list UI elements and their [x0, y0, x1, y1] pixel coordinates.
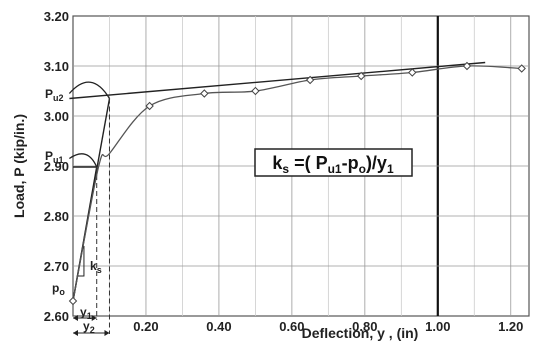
annotation-p-o: po	[52, 281, 65, 297]
y-axis-ticks: 2.60 2.70 2.80 2.90 3.00 3.10 3.20	[44, 9, 69, 324]
y-tick-label: 2.80	[44, 209, 69, 224]
dimension-arrow-start-y1	[73, 315, 78, 321]
x-tick-label: 0.40	[206, 319, 231, 334]
annotation-p-u1: Pu1	[45, 149, 64, 165]
x-tick-label: 0.20	[133, 319, 158, 334]
annotation-y2: y2	[83, 319, 95, 335]
data-point	[408, 68, 417, 77]
data-point	[305, 75, 315, 85]
ks-slope-triangle	[77, 246, 85, 277]
x-axis-title: Deflection, y , (in)	[302, 325, 419, 341]
x-axis-ticks: 0.20 0.40 0.60 0.80 1.00 1.20	[133, 319, 523, 334]
guide-pu1-hook	[68, 153, 98, 168]
dimension-arrow-start-y2	[73, 330, 78, 336]
y-tick-label: 3.20	[44, 9, 69, 24]
y-axis-title: Load, P (kip/in.)	[11, 114, 27, 218]
x-tick-label: 0.60	[279, 319, 304, 334]
y-tick-label: 3.10	[44, 59, 69, 74]
data-point	[68, 296, 78, 306]
annotation-y1: y1	[80, 305, 92, 321]
y-tick-label: 2.90	[44, 159, 69, 174]
y-tick-label: 3.00	[44, 109, 69, 124]
dimension-arrow-y2	[104, 330, 110, 336]
y-tick-label: 2.60	[44, 309, 69, 324]
guide-post-yield-tangent	[69, 61, 486, 100]
y-tick-label: 2.70	[44, 259, 69, 274]
data-point	[251, 86, 260, 96]
formula-box: ks =( Pu1-po)/y1	[254, 148, 413, 177]
data-series	[68, 61, 526, 306]
series-line	[72, 65, 522, 302]
annotation-k-s: ks	[90, 259, 102, 275]
x-tick-label: 1.00	[425, 319, 450, 334]
x-tick-label: 0.80	[352, 319, 377, 334]
dashed-construction-lines	[73, 98, 110, 336]
data-point	[356, 71, 366, 81]
data-point	[462, 61, 472, 71]
guide-pu2-hook	[68, 81, 111, 99]
dimension-arrow-y1	[91, 315, 97, 321]
data-point	[517, 64, 526, 73]
x-tick-label: 1.20	[498, 319, 523, 334]
data-point	[200, 89, 209, 98]
annotation-p-u2: Pu2	[45, 87, 64, 103]
data-point	[145, 101, 154, 111]
